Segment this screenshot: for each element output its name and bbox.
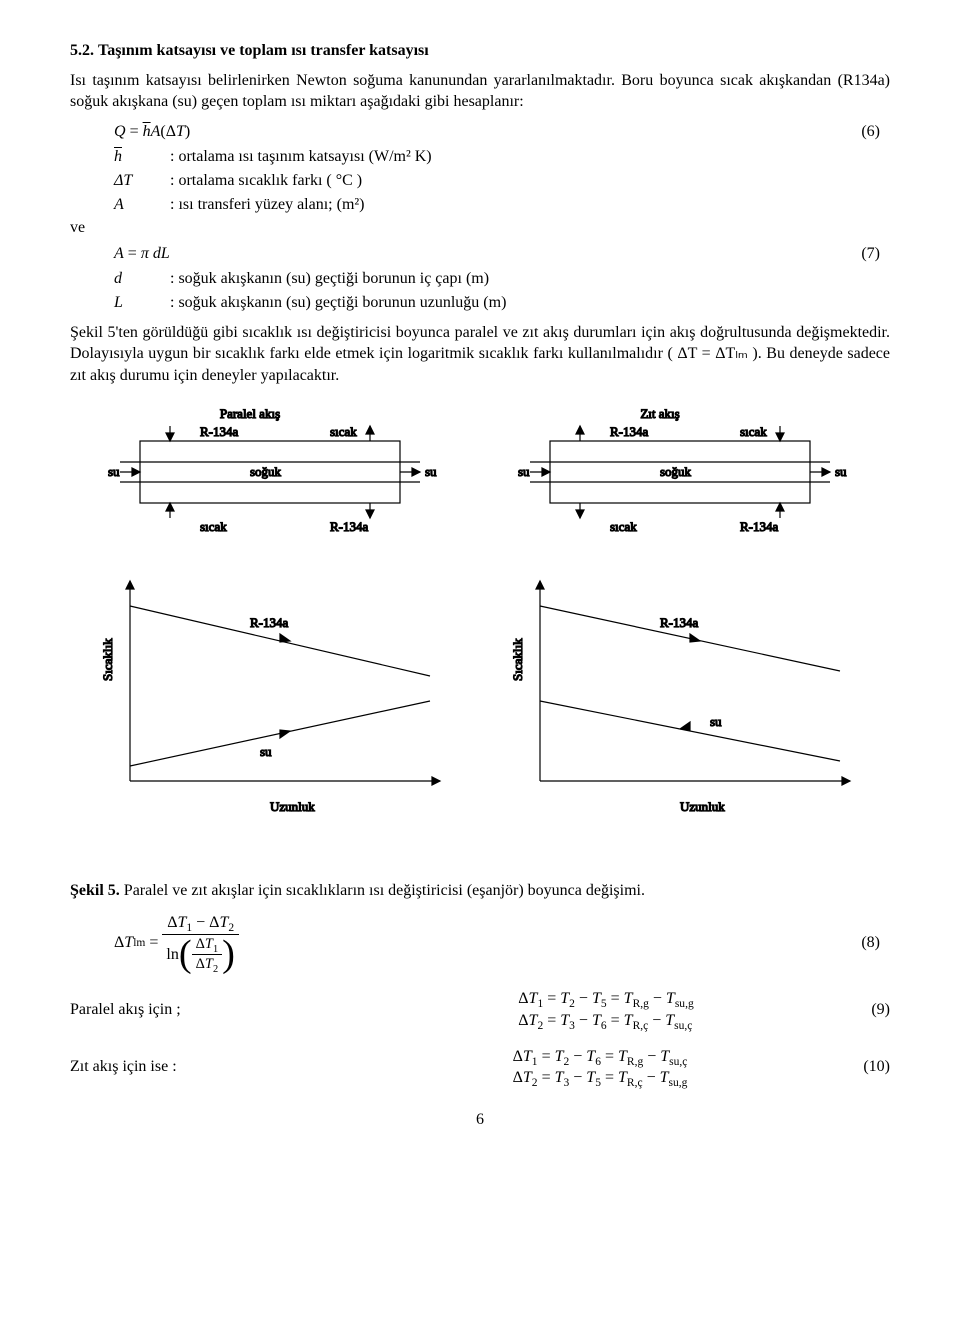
def-l-symbol: L <box>114 292 170 314</box>
equation-7: A = π dL (7) <box>114 243 890 265</box>
svg-text:R-134a: R-134a <box>610 424 649 439</box>
caption-text: Paralel ve zıt akışlar için sıcaklıkları… <box>120 882 645 899</box>
svg-text:R-134a: R-134a <box>660 615 699 630</box>
svg-text:su: su <box>710 714 722 729</box>
def-dt-symbol: ΔT <box>114 170 170 192</box>
equation-6: Q = hA(ΔT) (6) <box>114 121 890 143</box>
caption-bold: Şekil 5. <box>70 882 120 899</box>
fig-counter-xlabel: Uzunluk <box>680 799 725 814</box>
svg-text:sıcak: sıcak <box>330 424 357 439</box>
section-heading: 5.2. Taşınım katsayısı ve toplam ısı tra… <box>70 40 890 62</box>
svg-text:sıcak: sıcak <box>200 519 227 534</box>
svg-text:R-134a: R-134a <box>740 519 779 534</box>
eq10-expr: ΔT1 = T2 − T6 = TR,g − Tsu,ç ΔT2 = T3 − … <box>513 1046 688 1089</box>
eq8-number: (8) <box>861 932 890 954</box>
svg-text:soğuk: soğuk <box>250 464 282 479</box>
ve-label: ve <box>70 217 890 239</box>
svg-text:su: su <box>260 744 272 759</box>
fig-parallel-xlabel: Uzunluk <box>270 799 315 814</box>
equation-9: Paralel akış için ; ΔT1 = T2 − T5 = TR,g… <box>70 988 890 1031</box>
svg-text:su: su <box>425 464 437 479</box>
definitions-block-1: h : ortalama ısı taşınım katsayısı (W/m²… <box>114 146 890 215</box>
section-title: Taşınım katsayısı ve toplam ısı transfer… <box>98 42 429 59</box>
svg-text:R-134a: R-134a <box>330 519 369 534</box>
eq8-expr: ΔTlm = ΔT1 − ΔT2 ln( ΔT1 ΔT2 ) <box>114 912 239 974</box>
eq10-number: (10) <box>863 1056 890 1078</box>
eq9-number: (9) <box>871 999 890 1021</box>
section-number: 5.2. <box>70 42 94 59</box>
eq7-lhs: A = π dL <box>114 243 170 265</box>
figure-5-diagram: Paralel akış R-134a sıcak su soğuk su sıcak… <box>70 406 890 866</box>
page-number: 6 <box>70 1109 890 1131</box>
figure-5-caption: Şekil 5. Paralel ve zıt akışlar için sıc… <box>70 880 890 902</box>
equation-8: ΔTlm = ΔT1 − ΔT2 ln( ΔT1 ΔT2 ) (8) <box>114 912 890 974</box>
svg-text:su: su <box>518 464 530 479</box>
eq6-lhs: Q = hA(ΔT) <box>114 121 190 143</box>
eq10-label: Zıt akış için ise : <box>70 1056 177 1078</box>
paragraph-sekil5: Şekil 5'ten görüldüğü gibi sıcaklık ısı … <box>70 322 890 387</box>
svg-text:su: su <box>108 464 120 479</box>
svg-text:sıcak: sıcak <box>610 519 637 534</box>
eq9-expr: ΔT1 = T2 − T5 = TR,g − Tsu,g ΔT2 = T3 − … <box>518 988 693 1031</box>
def-dt-text: : ortalama sıcaklık farkı ( °C ) <box>170 170 890 192</box>
def-a-text: : ısı transferi yüzey alanı; (m²) <box>170 194 890 216</box>
fig-parallel-ylabel: Sıcaklık <box>100 638 115 681</box>
svg-text:sıcak: sıcak <box>740 424 767 439</box>
equation-10: Zıt akış için ise : ΔT1 = T2 − T6 = TR,g… <box>70 1046 890 1089</box>
eq6-number: (6) <box>861 121 890 143</box>
svg-text:soğuk: soğuk <box>660 464 692 479</box>
intro-paragraph: Isı taşınım katsayısı belirlenirken Newt… <box>70 70 890 113</box>
eq9-label: Paralel akış için ; <box>70 999 181 1021</box>
definitions-block-2: d : soğuk akışkanın (su) geçtiği borunun… <box>114 268 890 313</box>
def-d-text: : soğuk akışkanın (su) geçtiği borunun i… <box>170 268 890 290</box>
def-d-symbol: d <box>114 268 170 290</box>
eq7-number: (7) <box>861 243 890 265</box>
fig-parallel-title: Paralel akış <box>220 406 280 421</box>
fig-counter-ylabel: Sıcaklık <box>510 638 525 681</box>
svg-text:R-134a: R-134a <box>200 424 239 439</box>
svg-text:su: su <box>835 464 847 479</box>
fig-counter-title: Zıt akış <box>640 406 679 421</box>
svg-text:R-134a: R-134a <box>250 615 289 630</box>
def-l-text: : soğuk akışkanın (su) geçtiği borunun u… <box>170 292 890 314</box>
def-h-text: : ortalama ısı taşınım katsayısı (W/m² K… <box>170 146 890 168</box>
def-a-symbol: A <box>114 194 170 216</box>
def-h-symbol: h <box>114 146 170 168</box>
